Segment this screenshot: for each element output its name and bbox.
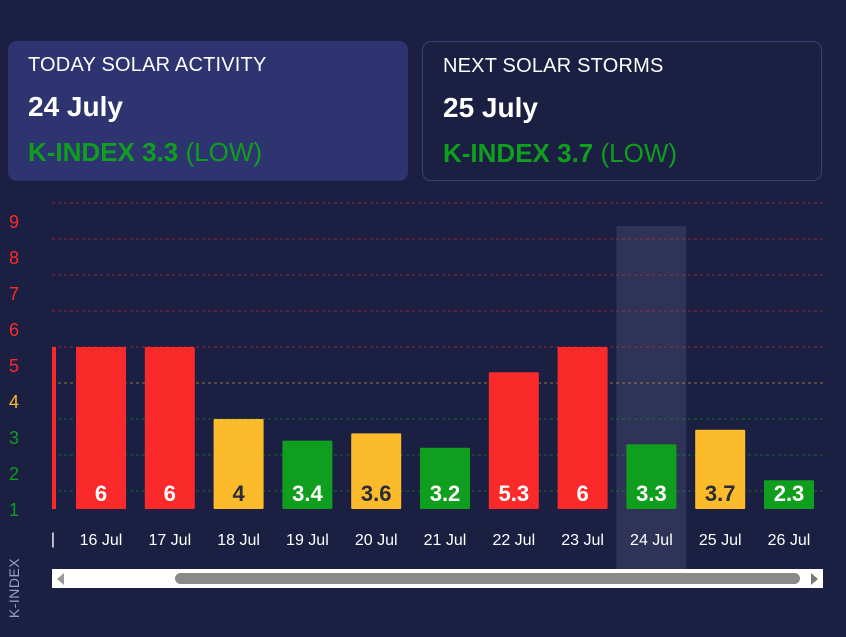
bar-data-label: 6 <box>95 481 107 506</box>
bar <box>764 480 814 509</box>
x-tick-label: 24 Jul <box>630 532 673 549</box>
bar <box>351 433 402 509</box>
bar <box>695 429 746 509</box>
kindex-value: K-INDEX 3.3 <box>28 137 179 167</box>
bar <box>557 347 608 509</box>
card-date: 25 July <box>443 92 538 123</box>
highlight-band <box>616 226 687 570</box>
scrollbar-thumb[interactable] <box>175 573 800 584</box>
bar-data-label: 3.2 <box>430 481 461 506</box>
y-axis-label: K-INDEX <box>6 557 22 619</box>
card-kindex: K-INDEX 3.3 (LOW) <box>28 137 262 168</box>
bar-data-label: 3.4 <box>292 481 323 506</box>
bar <box>282 440 333 509</box>
y-tick-label: 5 <box>9 356 19 376</box>
bar <box>420 447 470 509</box>
y-tick-label: 3 <box>9 428 19 448</box>
bar-data-label: 3.6 <box>361 481 392 506</box>
x-tick-label: 18 Jul <box>217 532 260 549</box>
next-solar-storms-card: NEXT SOLAR STORMS 25 July K-INDEX 3.7 (L… <box>422 41 822 181</box>
x-tick-label-partial: | <box>51 531 55 548</box>
horizontal-scrollbar[interactable] <box>52 569 823 588</box>
today-solar-activity-card: TODAY SOLAR ACTIVITY 24 July K-INDEX 3.3… <box>8 41 408 181</box>
x-tick-label: 22 Jul <box>492 532 535 549</box>
kindex-value: K-INDEX 3.7 <box>443 138 594 168</box>
card-date: 24 July <box>28 91 123 122</box>
bar <box>488 372 539 509</box>
bar-partial <box>52 347 56 509</box>
triangle-left-icon[interactable] <box>57 573 64 585</box>
card-kindex: K-INDEX 3.7 (LOW) <box>443 138 677 169</box>
x-tick-label: 21 Jul <box>424 532 467 549</box>
bar-data-label: 2.3 <box>774 481 805 506</box>
bar-data-label: 6 <box>164 481 176 506</box>
card-heading: TODAY SOLAR ACTIVITY <box>28 54 267 76</box>
y-tick-label: 8 <box>9 248 19 268</box>
y-tick-label: 2 <box>9 464 19 484</box>
y-tick-label: 1 <box>9 500 19 520</box>
triangle-right-icon[interactable] <box>811 573 818 585</box>
kindex-level: (LOW) <box>185 137 263 167</box>
bar-data-label: 5.3 <box>499 481 530 506</box>
x-tick-label: 19 Jul <box>286 532 329 549</box>
y-tick-label: 9 <box>9 212 19 232</box>
x-tick-label: 23 Jul <box>561 532 604 549</box>
y-tick-label: 4 <box>9 392 19 412</box>
x-tick-label: 26 Jul <box>768 532 811 549</box>
y-tick-label: 7 <box>9 284 19 304</box>
x-tick-label: 25 Jul <box>699 532 742 549</box>
bar <box>213 419 264 509</box>
bar-data-label: 6 <box>576 481 588 506</box>
bar <box>144 347 195 509</box>
y-tick-label: 6 <box>9 320 19 340</box>
card-heading: NEXT SOLAR STORMS <box>443 55 664 77</box>
x-tick-label: 20 Jul <box>355 532 398 549</box>
x-tick-label: 16 Jul <box>80 532 123 549</box>
x-tick-label: 17 Jul <box>148 532 191 549</box>
bar-data-label: 3.3 <box>636 481 667 506</box>
bar <box>626 444 677 509</box>
bar <box>76 347 126 509</box>
bar-data-label: 3.7 <box>705 481 736 506</box>
bar-data-label: 4 <box>232 481 245 506</box>
kindex-level: (LOW) <box>600 138 678 168</box>
